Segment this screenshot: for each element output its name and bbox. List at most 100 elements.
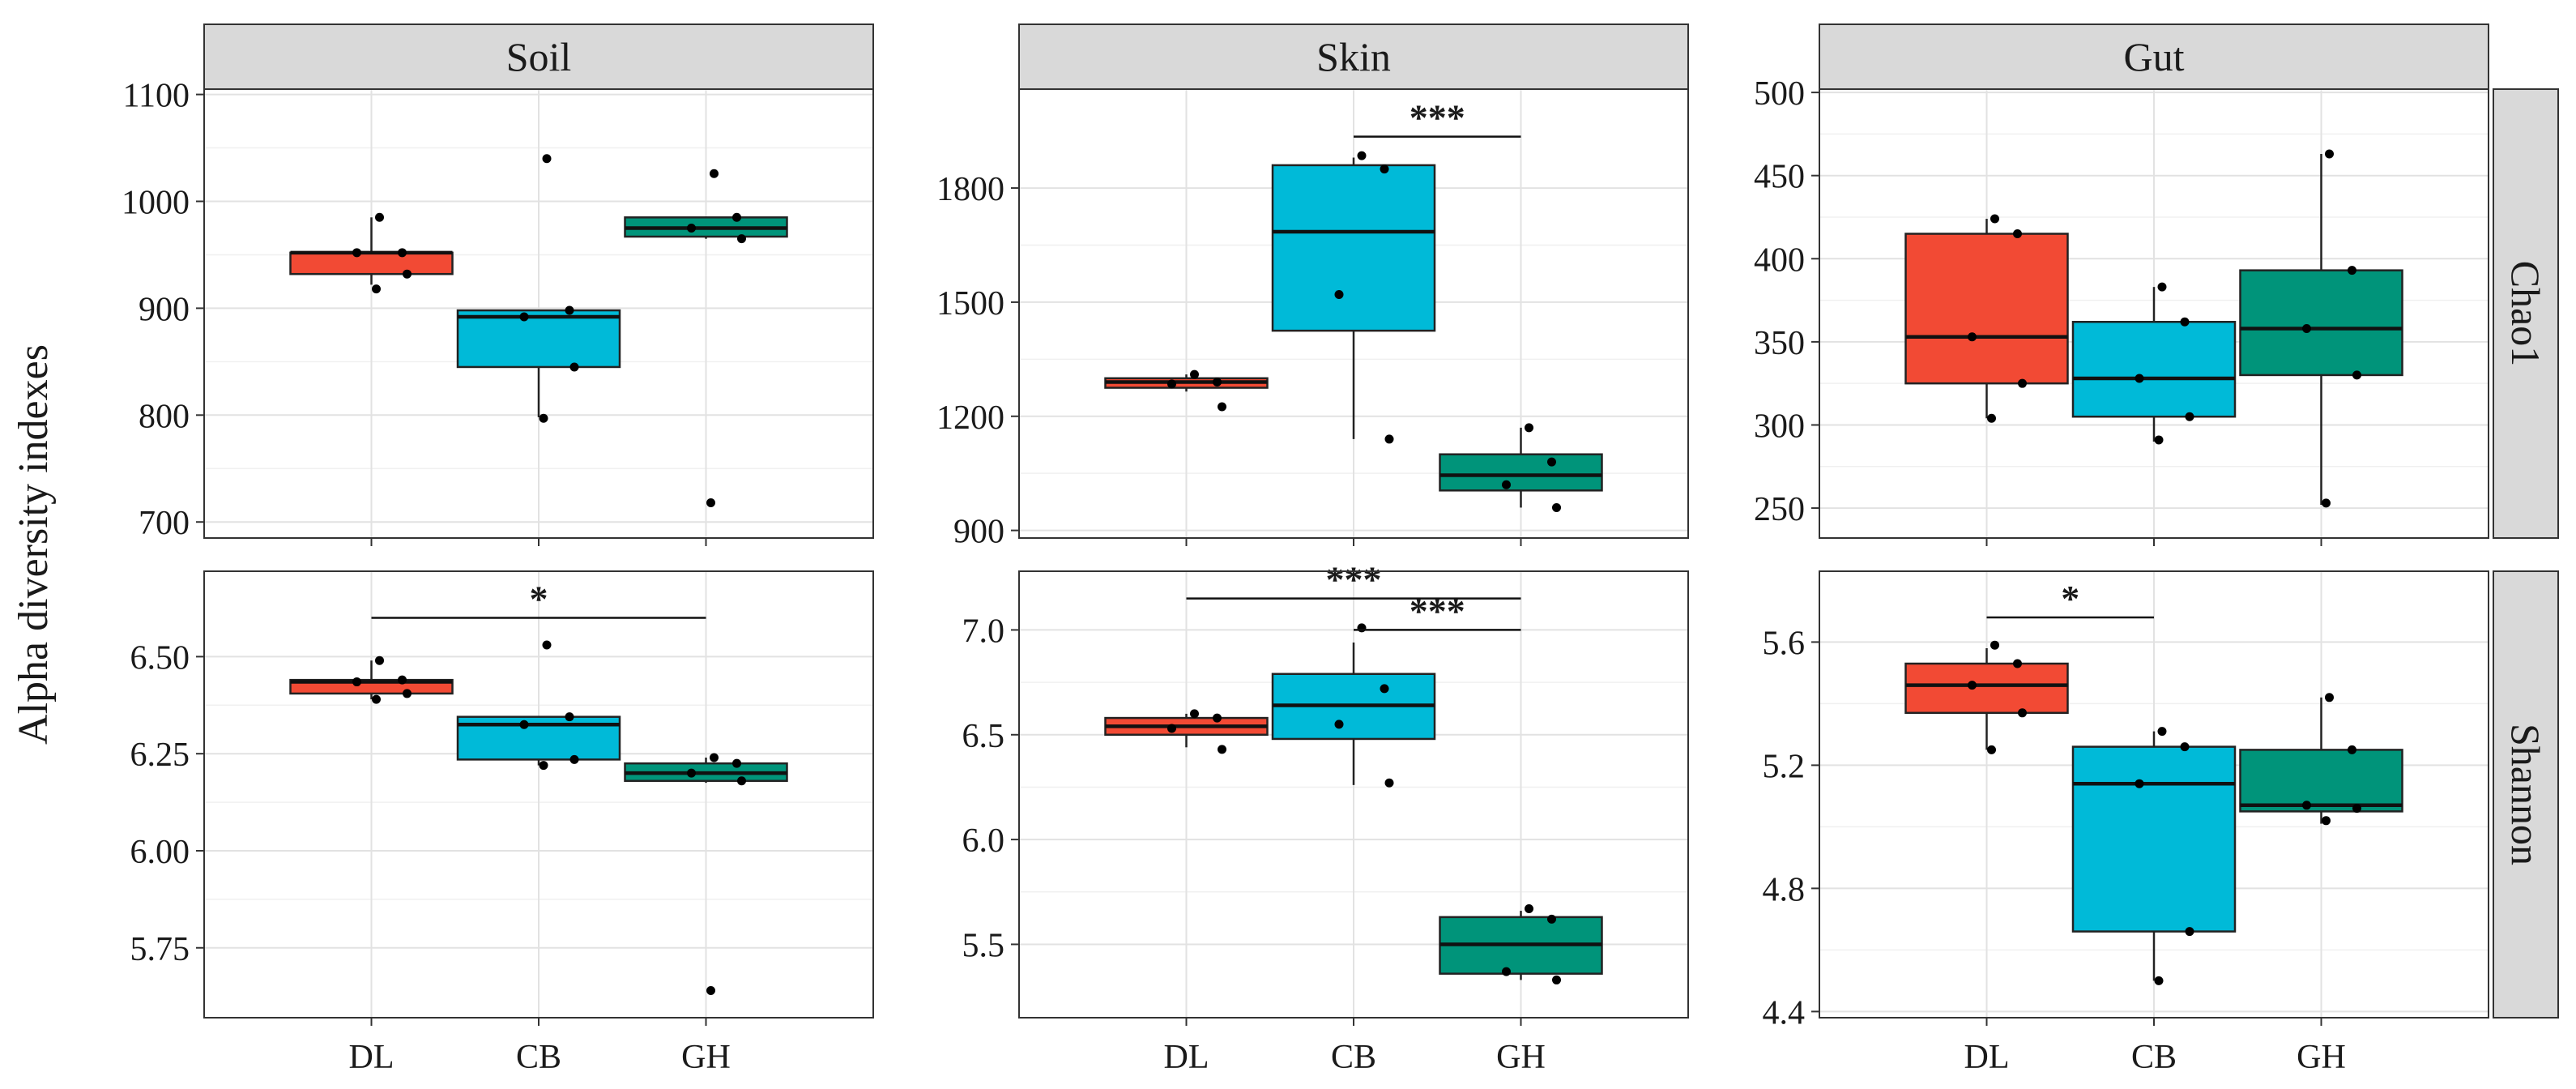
data-point <box>542 640 552 650</box>
data-point <box>2013 659 2022 668</box>
data-point <box>737 234 746 244</box>
data-point <box>1218 745 1226 754</box>
panel-gut-shannon: 4.4 4.8 5.2 5.6 * DL CB GH <box>1763 570 2489 1076</box>
data-point <box>710 169 719 178</box>
data-point <box>569 362 579 372</box>
data-point <box>1525 903 1533 913</box>
data-point <box>2302 801 2311 810</box>
data-point <box>2180 742 2190 752</box>
data-point <box>372 694 381 704</box>
y-tick-label: 5.75 <box>130 931 190 968</box>
data-point <box>1213 378 1222 387</box>
data-point <box>1968 332 1977 342</box>
data-point <box>1987 413 1996 423</box>
y-tick-label: 6.25 <box>130 737 190 774</box>
data-point <box>2348 266 2356 275</box>
data-point <box>2154 976 2164 985</box>
y-tick-label: 900 <box>953 514 1004 551</box>
data-point <box>1502 480 1511 489</box>
x-tick-label-gh: GH <box>681 1039 731 1076</box>
data-point <box>565 305 574 315</box>
data-point <box>1334 290 1344 300</box>
data-point <box>687 768 696 778</box>
panel-soil-shannon: 5.75 6.00 6.25 6.50 * DL CB GH <box>130 570 874 1076</box>
strip-label-shannon: Shannon <box>2503 724 2548 865</box>
y-tick-label: 1500 <box>936 285 1004 322</box>
data-point <box>2180 317 2190 327</box>
box-body <box>456 309 621 369</box>
data-point <box>2325 149 2334 159</box>
significance-label: *** <box>1410 97 1465 139</box>
data-point <box>1218 402 1226 412</box>
data-point <box>403 269 412 279</box>
data-point <box>2018 708 2027 718</box>
y-tick-label: 700 <box>139 505 190 542</box>
data-point <box>2322 816 2331 826</box>
x-tick-label-dl: DL <box>1964 1039 2010 1076</box>
significance-label: *** <box>1410 590 1465 631</box>
box-dl <box>1904 214 2069 423</box>
x-tick-label-gh: GH <box>2297 1039 2346 1076</box>
strip-skin <box>1018 23 1689 90</box>
strip-label-gut: Gut <box>2124 34 2185 79</box>
x-tick-label-cb: CB <box>2131 1039 2177 1076</box>
y-tick-label: 900 <box>139 291 190 328</box>
strip-soil <box>203 23 874 90</box>
y-tick-label: 6.00 <box>130 834 190 871</box>
data-point <box>539 761 548 771</box>
y-tick-label: 7.0 <box>962 613 1005 650</box>
data-point <box>2018 378 2027 388</box>
box-body <box>1439 453 1603 492</box>
data-point <box>2135 779 2144 788</box>
box-gh <box>1439 903 1603 984</box>
x-tick-label-dl: DL <box>349 1039 395 1076</box>
data-point <box>1213 713 1222 723</box>
strip-chao1 <box>2493 88 2559 539</box>
data-point <box>1357 151 1367 160</box>
y-tick-label: 5.2 <box>1763 748 1806 785</box>
y-tick-label: 400 <box>1754 241 1805 279</box>
panel-gut-chao1: 250 300 350 400 450 500 <box>1754 75 2489 546</box>
data-point <box>539 413 548 423</box>
data-point <box>1552 502 1561 512</box>
y-tick-label: 450 <box>1754 159 1805 196</box>
data-point <box>706 498 715 507</box>
data-point <box>1167 379 1176 389</box>
y-tick-label: 1800 <box>936 171 1004 208</box>
data-point <box>565 712 574 722</box>
x-tick-label-dl: DL <box>1164 1039 1209 1076</box>
box-body <box>2071 745 2237 933</box>
box-dl <box>289 656 454 704</box>
box-body <box>2239 749 2403 813</box>
data-point <box>542 154 552 164</box>
data-point <box>352 677 361 687</box>
data-point <box>1502 967 1511 976</box>
box-dl <box>1104 369 1269 412</box>
y-axis-title: Alpha diversity indexes <box>11 344 57 745</box>
significance-label: * <box>530 578 548 619</box>
data-point <box>710 753 719 762</box>
data-point <box>569 754 579 764</box>
data-point <box>687 223 696 233</box>
data-point <box>519 312 529 322</box>
data-point <box>2185 927 2194 937</box>
data-point <box>1547 457 1556 467</box>
data-point <box>398 248 407 258</box>
data-point <box>2154 435 2164 445</box>
y-tick-label: 5.5 <box>962 927 1005 964</box>
box-gh <box>624 753 788 995</box>
data-point <box>1384 778 1394 788</box>
y-tick-label: 5.6 <box>1763 625 1806 662</box>
y-tick-label: 1000 <box>122 185 190 222</box>
y-tick-label: 6.5 <box>962 718 1005 755</box>
data-point <box>398 675 407 685</box>
data-point <box>2013 229 2022 239</box>
box-body <box>1271 164 1436 332</box>
panel-skin-shannon: 5.5 6.0 6.5 7.0 *** *** DL CB GH <box>962 559 1689 1076</box>
data-point <box>1380 684 1389 694</box>
strip-label-soil: Soil <box>506 34 572 79</box>
y-tick-label: 250 <box>1754 491 1805 528</box>
data-point <box>1547 914 1556 924</box>
data-point <box>1380 164 1389 174</box>
